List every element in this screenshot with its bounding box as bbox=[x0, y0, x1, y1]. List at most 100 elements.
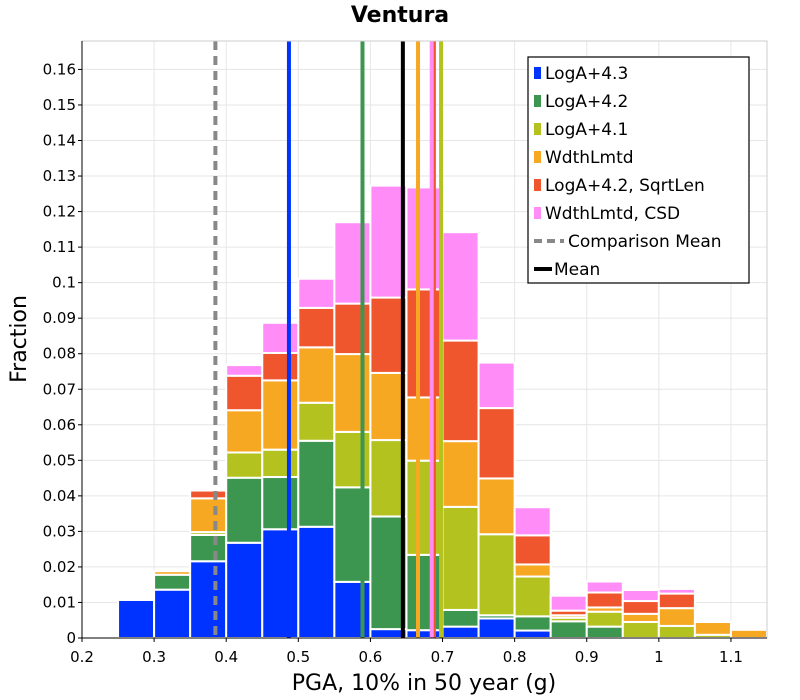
bar-wdthlmtd-bin-3 bbox=[225, 409, 264, 454]
legend-swatch-wdthlmtd-csd bbox=[534, 207, 541, 219]
bar-wdthlmtd-bin-11 bbox=[513, 563, 552, 578]
bar-loga-4-3-bin-8 bbox=[405, 629, 444, 639]
bar-loga-4-3-bin-0 bbox=[117, 598, 156, 640]
bar-loga-4-2-sqrtlen-bin-13 bbox=[585, 591, 624, 609]
bar-loga-4-2-bin-1 bbox=[153, 573, 192, 591]
bar-loga-4-1-bin-14 bbox=[621, 621, 660, 639]
y-tick-label: 0.1 bbox=[52, 274, 76, 292]
y-tick-label: 0.05 bbox=[43, 451, 76, 469]
bar-loga-4-2-sqrtlen-bin-14 bbox=[621, 600, 660, 615]
x-tick-label: 1.1 bbox=[719, 648, 743, 666]
legend-box bbox=[527, 56, 750, 284]
legend-label-loga-4-3: LogA+4.3 bbox=[545, 64, 628, 84]
legend-label-comparison-mean: Comparison Mean bbox=[568, 232, 722, 252]
bar-loga-4-2-bin-13 bbox=[585, 625, 624, 640]
bar-wdthlmtd-bin-9 bbox=[441, 440, 480, 508]
bar-wdthlmtd-csd-bin-8 bbox=[405, 186, 444, 291]
bar-wdthlmtd-bin-17 bbox=[729, 628, 769, 639]
bar-loga-4-1-bin-8 bbox=[405, 459, 444, 556]
x-tick-label: 0.3 bbox=[142, 648, 166, 666]
y-tick-label: 0.13 bbox=[43, 167, 76, 185]
bar-wdthlmtd-csd-bin-3 bbox=[225, 364, 264, 377]
y-tick-label: 0.04 bbox=[43, 487, 76, 505]
bar-loga-4-2-bin-11 bbox=[513, 615, 552, 632]
y-tick-label: 0.09 bbox=[43, 309, 76, 327]
bar-loga-4-2-sqrtlen-bin-4 bbox=[261, 352, 300, 382]
bar-wdthlmtd-bin-1 bbox=[153, 570, 192, 576]
bar-loga-4-3-bin-1 bbox=[153, 588, 192, 640]
bar-wdthlmtd-csd-bin-14 bbox=[621, 589, 660, 603]
bar-loga-4-3-bin-11 bbox=[513, 629, 552, 639]
bar-wdthlmtd-csd-bin-4 bbox=[261, 321, 300, 355]
bar-loga-4-1-bin-11 bbox=[513, 575, 552, 618]
x-tick-label: 1 bbox=[654, 648, 664, 666]
bar-loga-4-2-bin-8 bbox=[405, 553, 444, 632]
bar-loga-4-2-bin-2 bbox=[189, 533, 228, 563]
x-tick-label: 0.4 bbox=[214, 648, 238, 666]
legend-swatch-loga-4-3 bbox=[534, 67, 541, 79]
bar-loga-4-2-sqrtlen-bin-11 bbox=[513, 534, 552, 566]
bar-loga-4-1-bin-15 bbox=[657, 624, 696, 639]
bar-wdthlmtd-bin-15 bbox=[657, 607, 696, 627]
bar-loga-4-2-bin-9 bbox=[441, 608, 480, 628]
bar-loga-4-2-sqrtlen-bin-9 bbox=[441, 339, 480, 443]
bar-loga-4-2-bin-12 bbox=[549, 620, 588, 640]
bar-wdthlmtd-bin-2 bbox=[189, 497, 228, 534]
x-axis-label: PGA, 10% in 50 year (g) bbox=[292, 671, 556, 696]
y-tick-label: 0.14 bbox=[43, 132, 76, 150]
bar-wdthlmtd-bin-10 bbox=[477, 477, 516, 536]
bar-loga-4-2-sqrtlen-bin-6 bbox=[333, 302, 372, 356]
y-tick-label: 0.15 bbox=[43, 96, 76, 114]
bar-wdthlmtd-bin-16 bbox=[693, 621, 732, 636]
bar-wdthlmtd-csd-bin-6 bbox=[333, 221, 372, 305]
bar-loga-4-3-bin-10 bbox=[477, 617, 516, 640]
bar-wdthlmtd-bin-7 bbox=[369, 371, 408, 442]
bar-wdthlmtd-bin-5 bbox=[297, 346, 336, 404]
bar-wdthlmtd-csd-bin-12 bbox=[549, 594, 588, 612]
bar-loga-4-2-sqrtlen-bin-3 bbox=[225, 374, 264, 412]
y-tick-label: 0.12 bbox=[43, 203, 76, 221]
x-tick-label: 0.6 bbox=[358, 648, 382, 666]
bar-loga-4-2-bin-3 bbox=[225, 476, 264, 544]
ticks-layer: 0 0.01 0.02 0.03 0.04 0.05 0.06 0.07 0.08 0.09 0.1… bbox=[43, 60, 743, 666]
y-tick-label: 0.06 bbox=[43, 416, 76, 434]
bar-loga-4-2-sqrtlen-bin-5 bbox=[297, 306, 336, 349]
chart-title: Ventura bbox=[351, 3, 449, 28]
bar-wdthlmtd-csd-bin-9 bbox=[441, 231, 480, 342]
bar-wdthlmtd-bin-6 bbox=[333, 353, 372, 433]
legend-swatch-wdthlmtd bbox=[534, 151, 541, 163]
bar-loga-4-1-bin-3 bbox=[225, 451, 264, 479]
legend-swatch-loga-4-2-sqrtlen bbox=[534, 179, 541, 191]
y-tick-label: 0.07 bbox=[43, 380, 76, 398]
bar-loga-4-3-bin-5 bbox=[297, 525, 336, 639]
bar-loga-4-2-sqrtlen-bin-2 bbox=[189, 489, 228, 500]
bar-wdthlmtd-csd-bin-10 bbox=[477, 361, 516, 410]
y-tick-label: 0.03 bbox=[43, 522, 76, 540]
bar-loga-4-3-bin-6 bbox=[333, 580, 372, 640]
mean-lines-layer bbox=[213, 41, 444, 638]
bar-wdthlmtd-csd-bin-2 bbox=[189, 488, 228, 492]
x-tick-label: 0.5 bbox=[286, 648, 310, 666]
bar-loga-4-3-bin-9 bbox=[441, 625, 480, 640]
bar-wdthlmtd-bin-14 bbox=[621, 612, 660, 624]
y-axis-label: Fraction bbox=[7, 295, 32, 383]
legend-swatch-loga-4-1 bbox=[534, 123, 541, 135]
bar-loga-4-1-bin-4 bbox=[261, 448, 300, 479]
legend-swatch-loga-4-2 bbox=[534, 95, 541, 107]
bar-loga-4-2-sqrtlen-bin-15 bbox=[657, 592, 696, 610]
bar-wdthlmtd-csd-bin-5 bbox=[297, 277, 336, 309]
y-tick-label: 0.01 bbox=[43, 593, 76, 611]
x-tick-label: 0.9 bbox=[575, 648, 599, 666]
legend-label-wdthlmtd-csd: WdthLmtd, CSD bbox=[545, 204, 680, 224]
y-tick-label: 0.16 bbox=[43, 60, 76, 78]
y-tick-label: 0 bbox=[66, 629, 76, 647]
bar-loga-4-1-bin-5 bbox=[297, 401, 336, 442]
bar-loga-4-1-bin-9 bbox=[441, 505, 480, 611]
x-tick-label: 0.2 bbox=[70, 648, 94, 666]
y-tick-label: 0.11 bbox=[43, 238, 76, 256]
bar-loga-4-3-bin-4 bbox=[261, 528, 300, 640]
bar-loga-4-3-bin-3 bbox=[225, 541, 264, 639]
bar-loga-4-2-bin-4 bbox=[261, 476, 300, 531]
bar-loga-4-1-bin-10 bbox=[477, 533, 516, 617]
